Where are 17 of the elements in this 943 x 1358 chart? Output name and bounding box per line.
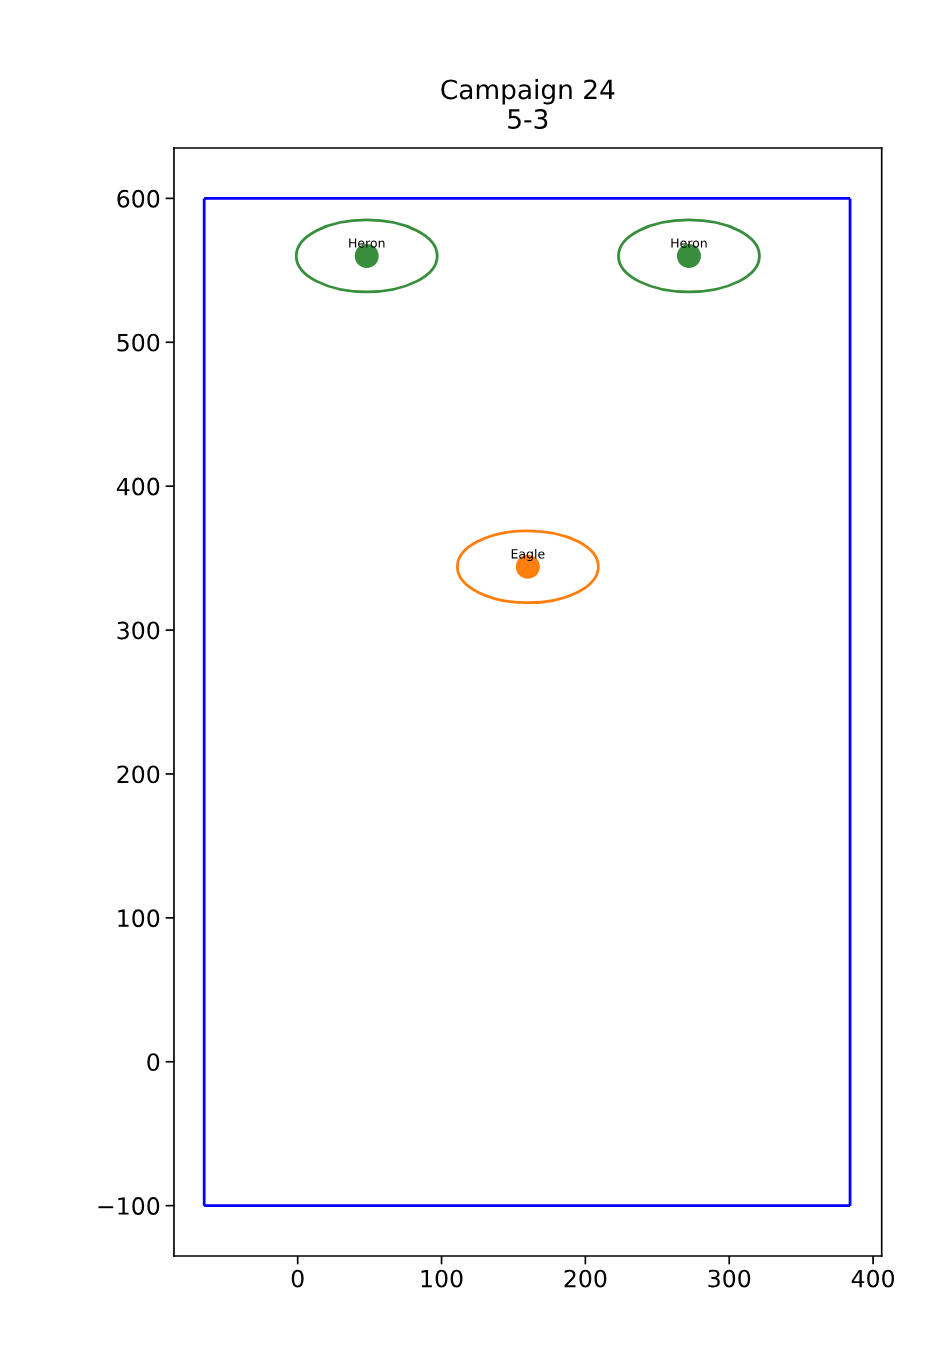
x-tick-label: 200: [564, 1269, 607, 1288]
y-tick-label: −100: [98, 1197, 160, 1215]
y-tick-label: 200: [117, 765, 160, 784]
y-tick-label: 300: [117, 621, 160, 640]
y-tick-label: 600: [117, 189, 160, 208]
chart-title: Campaign 24 5-3: [441, 78, 615, 129]
x-tick-label: 0: [291, 1269, 304, 1288]
y-tick-label: 0: [147, 1053, 160, 1072]
y-tick-label: 500: [117, 333, 160, 352]
y-tick-label: 100: [118, 909, 160, 928]
x-tick-label: 100: [421, 1269, 463, 1288]
x-tick-label: 300: [708, 1269, 751, 1288]
x-tick-label: 400: [851, 1269, 895, 1288]
annotation: Eagle: [511, 548, 545, 561]
annotation: Heron: [349, 238, 385, 248]
y-tick-label: 400: [116, 477, 160, 496]
annotation: Heron: [671, 238, 707, 248]
